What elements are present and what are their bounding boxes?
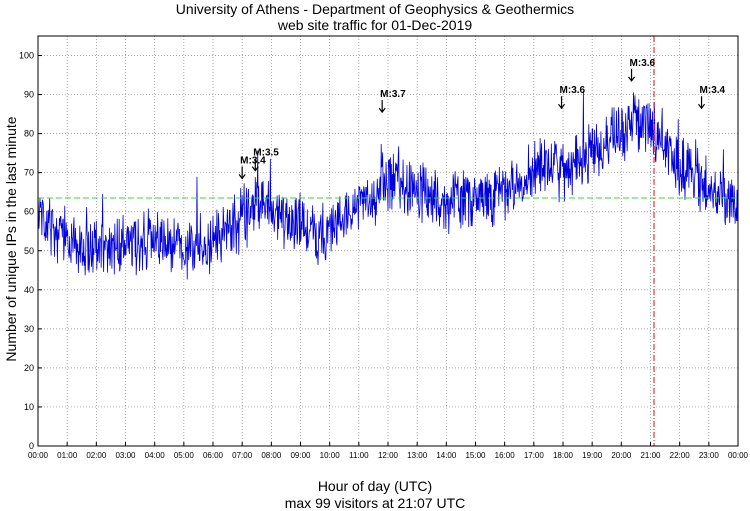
y-tick-label: 70 xyxy=(24,168,34,178)
annotation-label: M:3.4 xyxy=(240,155,266,166)
annotation-arrow-head xyxy=(238,174,246,180)
y-tick-label: 60 xyxy=(24,207,34,217)
y-tick-label: 40 xyxy=(24,285,34,295)
x-tick-label: 17:00 xyxy=(524,451,545,460)
annotation-label: M:3.4 xyxy=(700,85,726,96)
y-tick-label: 50 xyxy=(24,246,34,256)
x-tick-label: 13:00 xyxy=(407,451,428,460)
x-axis-label: Hour of day (UTC) xyxy=(317,478,433,494)
x-tick-label: 12:00 xyxy=(378,451,399,460)
annotation-arrow-head xyxy=(378,107,386,114)
x-tick-label: 02:00 xyxy=(86,451,107,460)
annotation-label: M:3.6 xyxy=(560,85,586,96)
y-tick-label: 100 xyxy=(19,51,34,61)
x-tick-label: 09:00 xyxy=(290,451,311,460)
x-tick-label: 01:00 xyxy=(57,451,78,460)
x-tick-label: 21:00 xyxy=(640,451,661,460)
x-tick-label: 05:00 xyxy=(174,451,195,460)
x-tick-label: 04:00 xyxy=(145,451,166,460)
annotation-label: M:3.5 xyxy=(253,148,279,159)
y-tick-label: 90 xyxy=(24,90,34,100)
x-tick-label: 11:00 xyxy=(349,451,369,460)
annotation-arrow-head xyxy=(251,166,259,172)
annotation-arrow-head xyxy=(558,103,566,110)
annotation-arrow-head xyxy=(628,76,636,82)
chart-title: University of Athens - Department of Geo… xyxy=(175,1,575,17)
y-tick-label: 80 xyxy=(24,129,34,139)
series-line xyxy=(37,91,739,280)
annotation-arrow-head xyxy=(698,103,706,110)
x-tick-label: 19:00 xyxy=(582,451,603,460)
x-tick-label: 18:00 xyxy=(553,451,574,460)
y-tick-label: 0 xyxy=(29,441,34,451)
annotation-label: M:3.7 xyxy=(380,89,406,100)
y-tick-label: 10 xyxy=(24,402,34,412)
x-tick-label: 07:00 xyxy=(232,451,253,460)
x-tick-label: 22:00 xyxy=(670,451,691,460)
x-tick-label: 15:00 xyxy=(465,451,486,460)
x-tick-label: 14:00 xyxy=(436,451,457,460)
x-tick-label: 08:00 xyxy=(261,451,282,460)
y-tick-label: 20 xyxy=(24,363,34,373)
max-visitors-note: max 99 visitors at 21:07 UTC xyxy=(284,495,466,511)
y-tick-label: 30 xyxy=(24,324,34,334)
x-tick-label: 00:00 xyxy=(28,451,49,460)
annotation-label: M:3.6 xyxy=(630,58,656,69)
x-tick-label: 23:00 xyxy=(699,451,720,460)
x-tick-label: 06:00 xyxy=(203,451,224,460)
x-tick-label: 16:00 xyxy=(495,451,516,460)
x-tick-label: 20:00 xyxy=(611,451,632,460)
chart-subtitle: web site traffic for 01-Dec-2019 xyxy=(277,17,473,33)
x-tick-label: 03:00 xyxy=(115,451,136,460)
x-tick-label: 10:00 xyxy=(320,451,341,460)
x-tick-label: 00:00 xyxy=(728,451,749,460)
